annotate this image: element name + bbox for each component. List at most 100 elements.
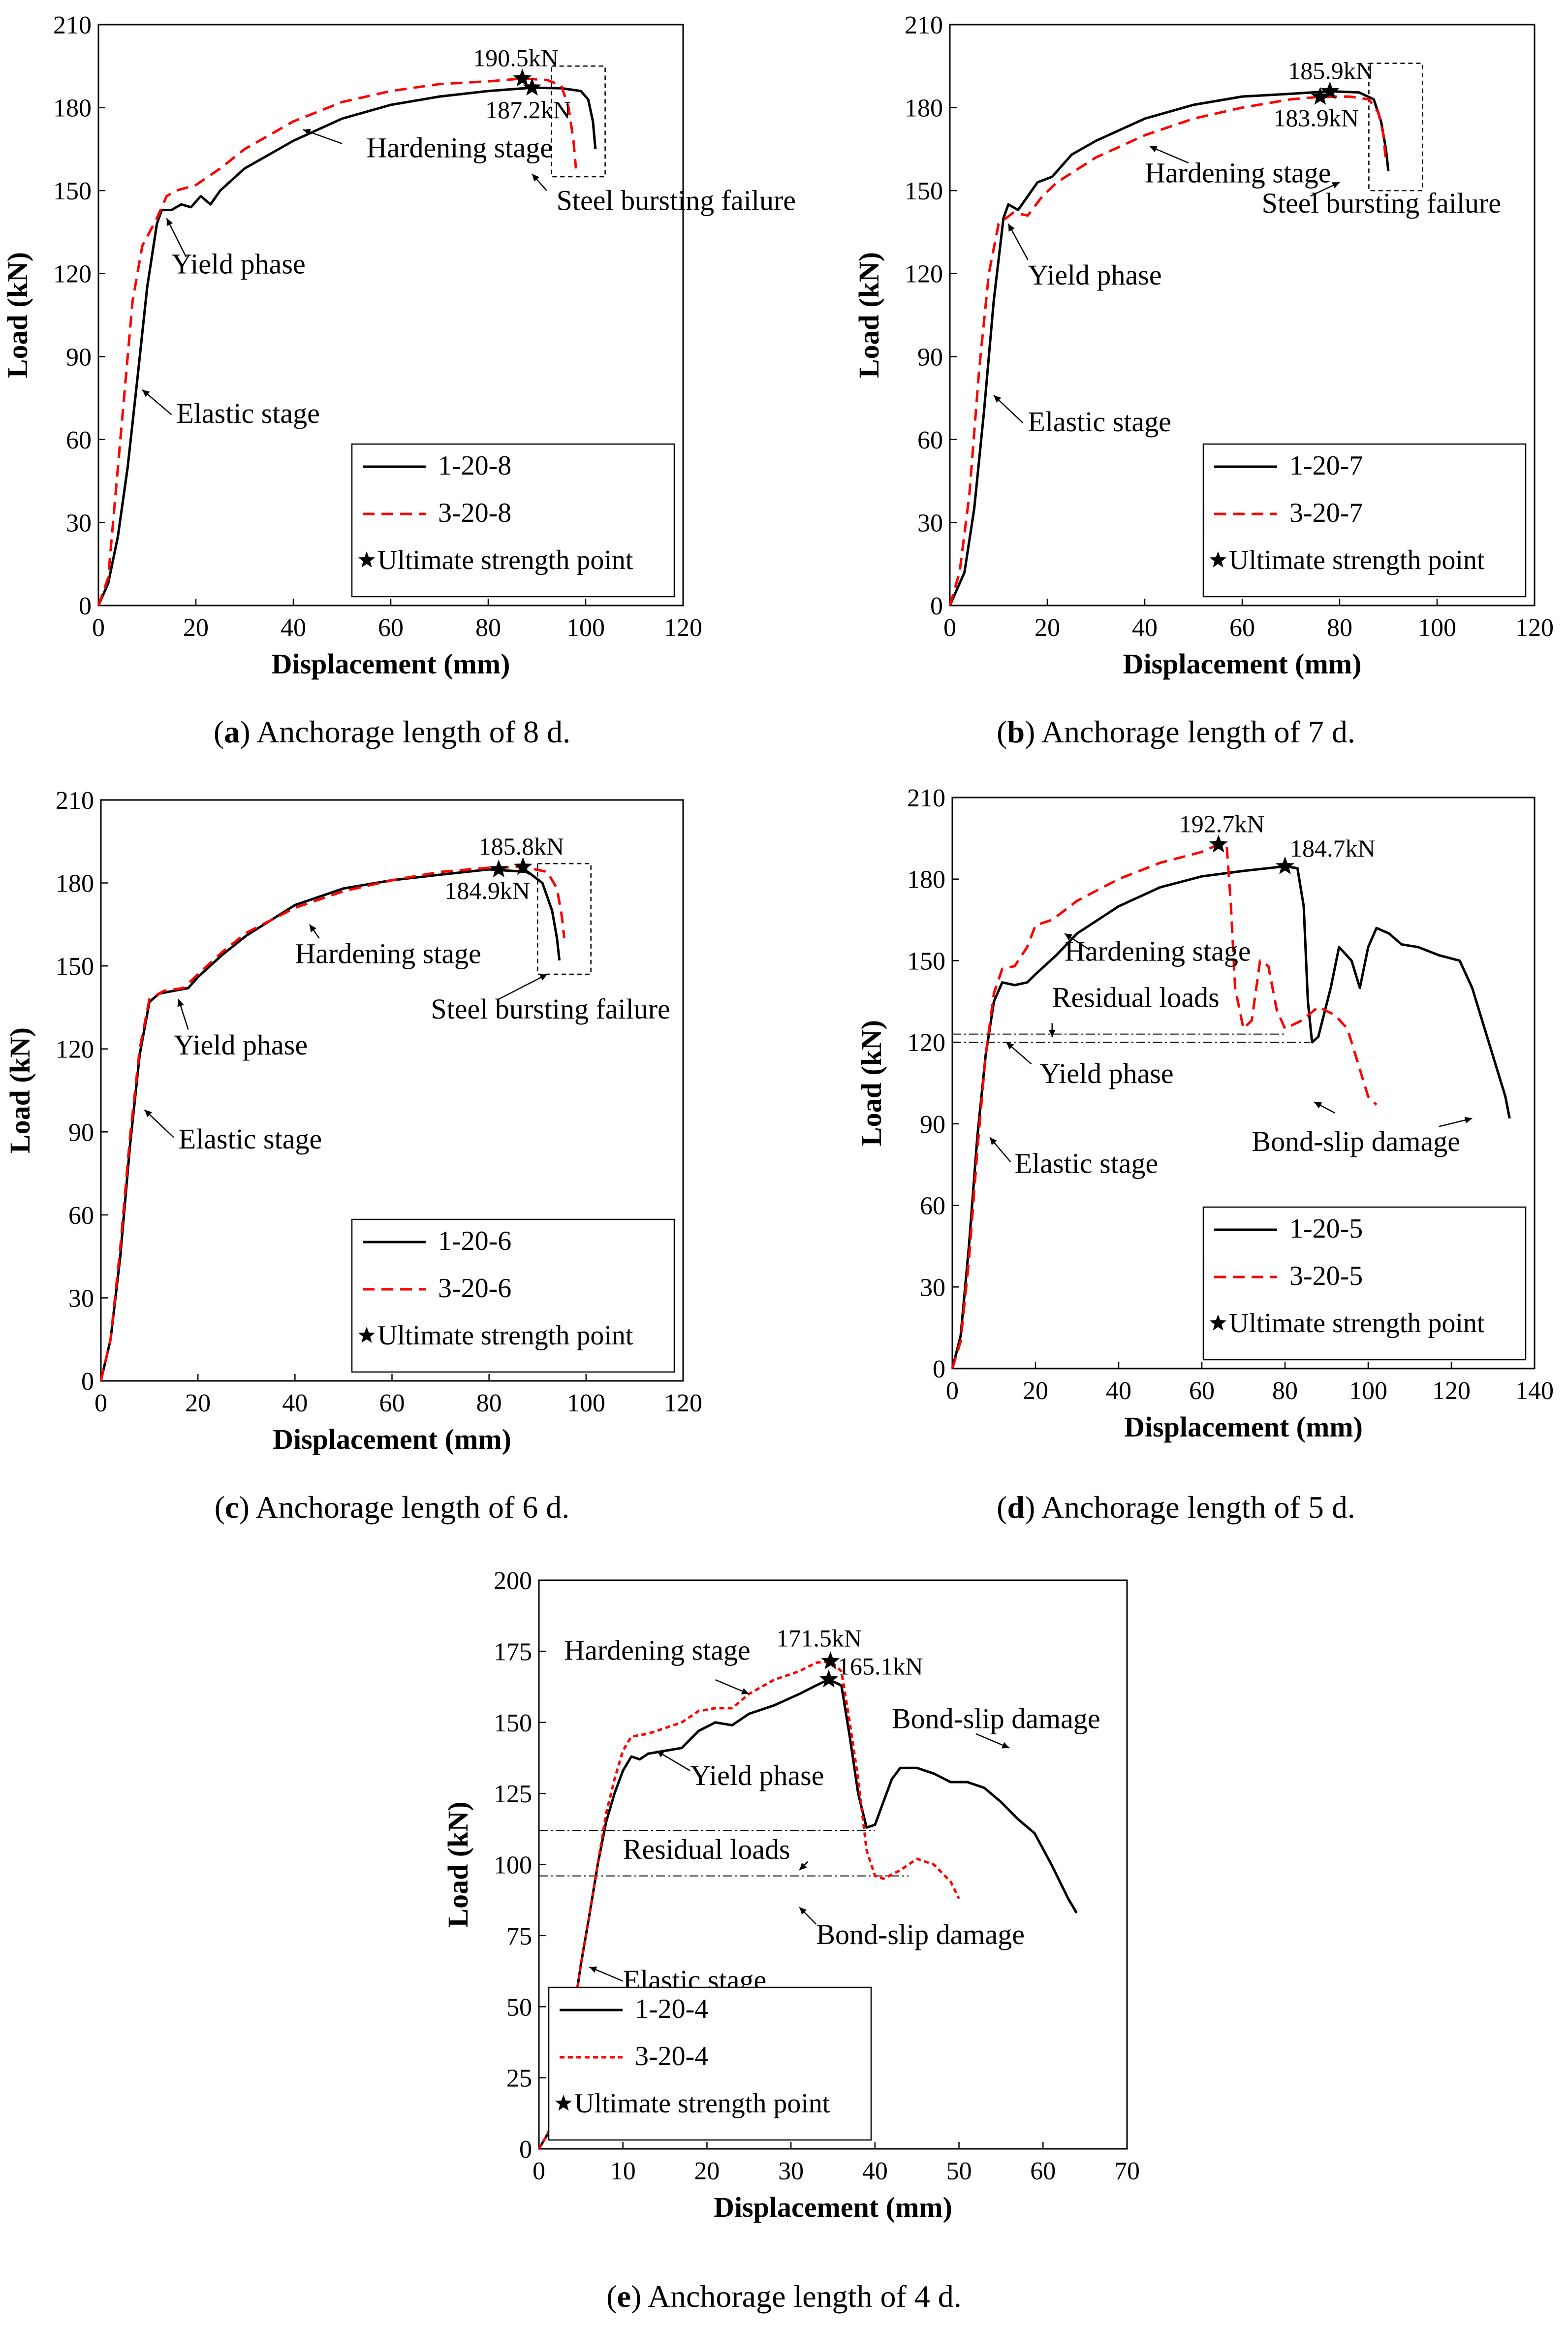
annotation-arrow xyxy=(303,128,343,144)
series-line-3-20-4 xyxy=(537,1660,960,2150)
annotation-arrow xyxy=(144,1109,174,1138)
legend-label-3-20-7: 3-20-7 xyxy=(1289,498,1363,528)
x-tick-label: 20 xyxy=(1023,1377,1048,1405)
annotation-label: Residual loads xyxy=(1052,981,1220,1013)
annotation-arrow xyxy=(177,999,189,1030)
series-line-1-20-4 xyxy=(537,1678,1078,2150)
x-tick-label: 120 xyxy=(664,614,702,642)
x-tick-label: 80 xyxy=(476,1389,502,1417)
annotation-label: Bond-slip damage xyxy=(816,1918,1025,1950)
x-tick-label: 0 xyxy=(943,614,956,642)
annotation-arrow-head xyxy=(1314,1102,1322,1109)
legend-box xyxy=(1202,1206,1527,1361)
annotation-label: Hardening stage xyxy=(564,1634,750,1666)
annotation-arrow-head xyxy=(1464,1117,1473,1123)
x-tick-label: 0 xyxy=(92,614,105,642)
ultimate-strength-data-label: 183.9kN xyxy=(1273,104,1359,132)
legend-star-icon xyxy=(358,551,376,568)
legend-label-3-20-5: 3-20-5 xyxy=(1289,1261,1363,1291)
y-tick-label: 60 xyxy=(68,1202,94,1230)
legend-label-ultimate: Ultimate strength point xyxy=(377,545,633,575)
legend: 1-20-7 3-20-7 Ultimate strength point xyxy=(1202,443,1527,598)
x-axis-label: Displacement (mm) xyxy=(1124,1411,1363,1443)
legend-label-ultimate: Ultimate strength point xyxy=(377,1320,633,1351)
annotation-label: Steel bursting failure xyxy=(1262,187,1501,219)
x-tick-label: 20 xyxy=(694,2157,720,2185)
annotation-arrow xyxy=(589,1966,624,1982)
annotation-arrow xyxy=(799,1907,817,1925)
annotation-label: Yield phase xyxy=(1039,1057,1173,1089)
annotation-label: Hardening stage xyxy=(295,938,481,970)
x-tick-label: 70 xyxy=(1114,2157,1140,2185)
ultimate-strength-data-label: 185.8kN xyxy=(479,832,564,860)
legend-label-1-20-5: 1-20-5 xyxy=(1289,1213,1363,1244)
ultimate-strength-point-marker xyxy=(1320,81,1340,99)
x-tick-label: 40 xyxy=(281,614,306,642)
legend-star-icon xyxy=(1209,551,1227,568)
y-tick-label: 180 xyxy=(56,870,94,898)
annotation-arrow xyxy=(993,395,1024,424)
ultimate-strength-data-label: 165.1kN xyxy=(838,1653,923,1680)
annotation-arrow xyxy=(1048,1023,1056,1037)
x-tick-label: 60 xyxy=(1030,2157,1056,2185)
annotation-arrow-head xyxy=(309,924,316,932)
x-tick-label: 120 xyxy=(664,1389,702,1417)
y-tick-label: 150 xyxy=(905,177,943,205)
annotation-label: Bond-slip damage xyxy=(1252,1125,1460,1157)
legend-label-3-20-6: 3-20-6 xyxy=(438,1273,511,1304)
y-tick-label: 90 xyxy=(920,1111,945,1139)
annotation-label: Hardening stage xyxy=(1145,157,1331,189)
caption-letter-c: c xyxy=(225,1490,239,1525)
caption-b: (b) Anchorage length of 7 d. xyxy=(997,714,1355,749)
legend-label-3-20-8: 3-20-8 xyxy=(438,498,511,528)
y-tick-label: 90 xyxy=(917,343,943,371)
annotation-arrow-head xyxy=(177,999,184,1007)
y-tick-label: 0 xyxy=(933,1355,945,1383)
y-tick-label: 120 xyxy=(56,1036,94,1064)
annotation-label: Hardening stage xyxy=(367,132,553,164)
x-tick-label: 20 xyxy=(185,1389,211,1417)
failure-zone-box xyxy=(537,862,592,975)
legend-box xyxy=(351,1218,675,1373)
annotation-label: Residual loads xyxy=(623,1833,790,1865)
legend-label-1-20-4: 1-20-4 xyxy=(635,1994,708,2024)
x-tick-label: 40 xyxy=(862,2157,888,2185)
y-tick-label: 60 xyxy=(917,426,943,454)
y-tick-label: 175 xyxy=(494,1638,532,1666)
x-tick-label: 60 xyxy=(379,1389,405,1417)
caption-letter-d: d xyxy=(1007,1490,1025,1525)
legend: 1-20-4 3-20-4 Ultimate strength point xyxy=(548,1986,872,2141)
annotation-arrow-head xyxy=(994,395,1002,403)
x-tick-label: 100 xyxy=(566,614,605,642)
annotation-label: Yield phase xyxy=(174,1029,308,1061)
annotation-label: Yield phase xyxy=(1028,259,1161,291)
annotation-arrow xyxy=(166,218,187,257)
x-axis-label: Displacement (mm) xyxy=(714,2191,952,2223)
x-tick-label: 0 xyxy=(94,1389,107,1417)
y-tick-label: 30 xyxy=(68,1284,94,1312)
y-tick-label: 75 xyxy=(506,1922,532,1950)
ultimate-strength-data-label: 187.2kN xyxy=(485,96,571,124)
x-tick-label: 100 xyxy=(567,1389,605,1417)
annotation-arrow-head xyxy=(1002,1742,1009,1749)
annotation-arrow-shaft xyxy=(498,973,548,1000)
caption-text-b: Anchorage length of 7 d. xyxy=(1041,714,1355,749)
ultimate-strength-data-label: 190.5kN xyxy=(473,44,559,72)
annotation-arrow-head xyxy=(589,1966,597,1973)
ultimate-strength-point-marker xyxy=(513,68,532,87)
x-tick-label: 20 xyxy=(1035,614,1060,642)
x-axis-label: Displacement (mm) xyxy=(273,1423,511,1455)
y-tick-label: 60 xyxy=(920,1192,945,1220)
chart-b: 0 20 40 60 80 100 120 0 30 60 90 120 150 180 210 Displa… xyxy=(853,11,1554,680)
ultimate-strength-data-label: 184.9kN xyxy=(444,877,530,904)
x-tick-label: 40 xyxy=(1106,1377,1131,1405)
annotation-arrow-head xyxy=(1332,182,1340,189)
annotation-arrow xyxy=(309,924,320,939)
annotation-arrow xyxy=(975,1733,1010,1749)
ultimate-strength-data-label: 171.5kN xyxy=(776,1625,862,1652)
x-tick-label: 0 xyxy=(946,1377,959,1405)
caption-c: (c) Anchorage length of 6 d. xyxy=(214,1490,570,1525)
series-line-3-20-5 xyxy=(951,843,1378,1369)
chart-e: 0 10 20 30 40 50 60 70 0 25 50 75 100 125 150 175 200 Dis… xyxy=(442,1567,1140,2223)
